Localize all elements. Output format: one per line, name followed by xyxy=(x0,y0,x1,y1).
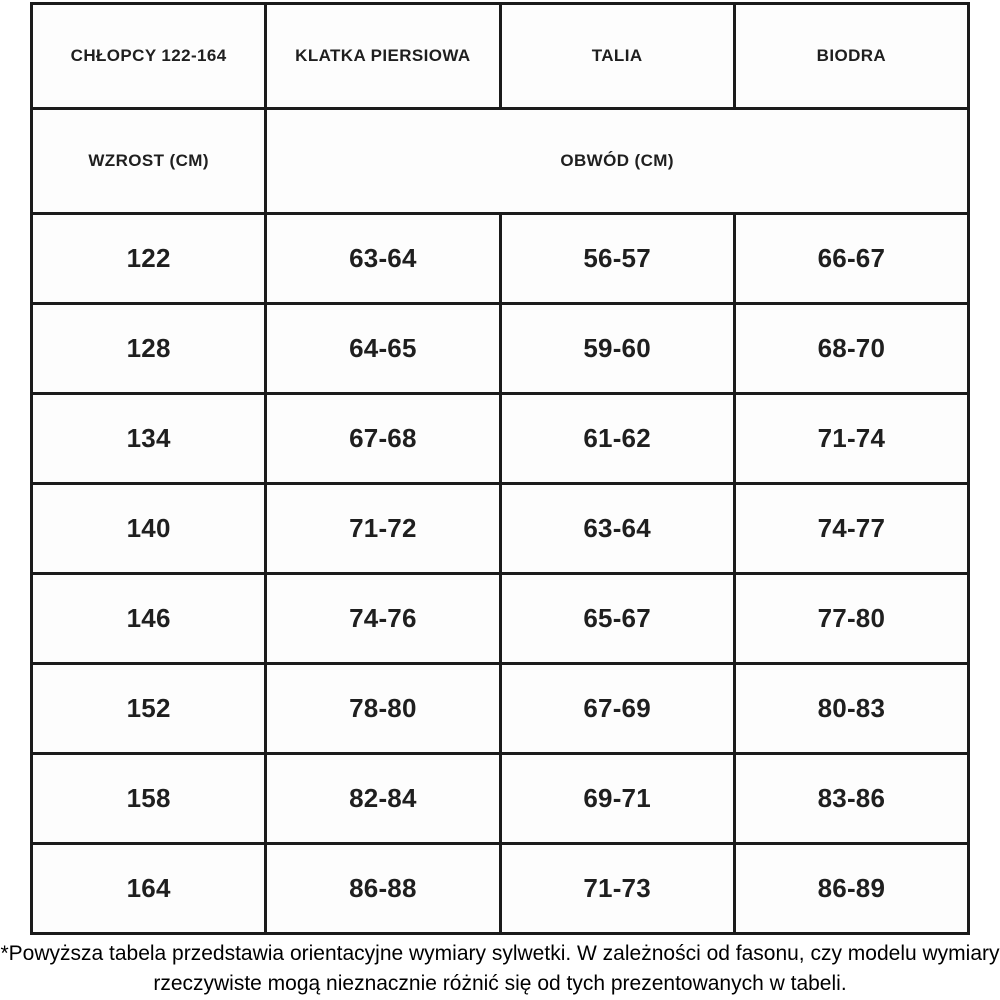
chest-cell: 71-72 xyxy=(264,482,502,575)
header-chlopcy: CHŁOPCY 122-164 xyxy=(29,2,268,110)
hips-cell: 86-89 xyxy=(732,842,971,935)
height-cell: 122 xyxy=(29,212,268,305)
table-row: 134 67-68 61-62 71-74 xyxy=(29,392,971,485)
table-row: 128 64-65 59-60 68-70 xyxy=(29,302,971,395)
chest-cell: 82-84 xyxy=(264,752,502,845)
height-cell: 152 xyxy=(29,662,268,755)
header-klatka-piersiowa: KLATKA PIERSIOWA xyxy=(264,2,502,110)
hips-cell: 68-70 xyxy=(732,302,971,395)
waist-cell: 61-62 xyxy=(498,392,736,485)
chest-cell: 64-65 xyxy=(264,302,502,395)
table-row: 122 63-64 56-57 66-67 xyxy=(29,212,971,305)
size-chart-table: CHŁOPCY 122-164 KLATKA PIERSIOWA TALIA B… xyxy=(29,2,971,935)
height-cell: 164 xyxy=(29,842,268,935)
subheader-row: WZROST (CM) OBWÓD (CM) xyxy=(29,107,970,215)
header-row: CHŁOPCY 122-164 KLATKA PIERSIOWA TALIA B… xyxy=(29,2,971,110)
subheader-obwod: OBWÓD (CM) xyxy=(264,107,970,215)
waist-cell: 71-73 xyxy=(498,842,736,935)
table-row: 146 74-76 65-67 77-80 xyxy=(29,572,971,665)
height-cell: 146 xyxy=(29,572,268,665)
waist-cell: 59-60 xyxy=(498,302,736,395)
chest-cell: 67-68 xyxy=(264,392,502,485)
chest-cell: 74-76 xyxy=(264,572,502,665)
hips-cell: 71-74 xyxy=(732,392,971,485)
waist-cell: 65-67 xyxy=(498,572,736,665)
waist-cell: 56-57 xyxy=(498,212,736,305)
header-biodra: BIODRA xyxy=(732,2,971,110)
hips-cell: 77-80 xyxy=(732,572,971,665)
chest-cell: 63-64 xyxy=(264,212,502,305)
table-head: CHŁOPCY 122-164 KLATKA PIERSIOWA TALIA B… xyxy=(29,2,971,215)
chest-cell: 86-88 xyxy=(264,842,502,935)
waist-cell: 69-71 xyxy=(498,752,736,845)
waist-cell: 67-69 xyxy=(498,662,736,755)
hips-cell: 83-86 xyxy=(732,752,971,845)
footnote: *Powyższa tabela przedstawia orientacyjn… xyxy=(0,942,1000,995)
waist-cell: 63-64 xyxy=(498,482,736,575)
table-body: 122 63-64 56-57 66-67 128 64-65 59-60 68… xyxy=(29,212,971,935)
hips-cell: 74-77 xyxy=(732,482,971,575)
table-row: 158 82-84 69-71 83-86 xyxy=(29,752,971,845)
height-cell: 134 xyxy=(29,392,268,485)
subheader-wzrost: WZROST (CM) xyxy=(29,107,268,215)
table-row: 140 71-72 63-64 74-77 xyxy=(29,482,971,575)
chest-cell: 78-80 xyxy=(264,662,502,755)
header-talia: TALIA xyxy=(498,2,736,110)
height-cell: 158 xyxy=(29,752,268,845)
table-row: 152 78-80 67-69 80-83 xyxy=(29,662,971,755)
hips-cell: 66-67 xyxy=(732,212,971,305)
height-cell: 140 xyxy=(29,482,268,575)
table-row: 164 86-88 71-73 86-89 xyxy=(29,842,971,935)
height-cell: 128 xyxy=(29,302,268,395)
hips-cell: 80-83 xyxy=(732,662,971,755)
